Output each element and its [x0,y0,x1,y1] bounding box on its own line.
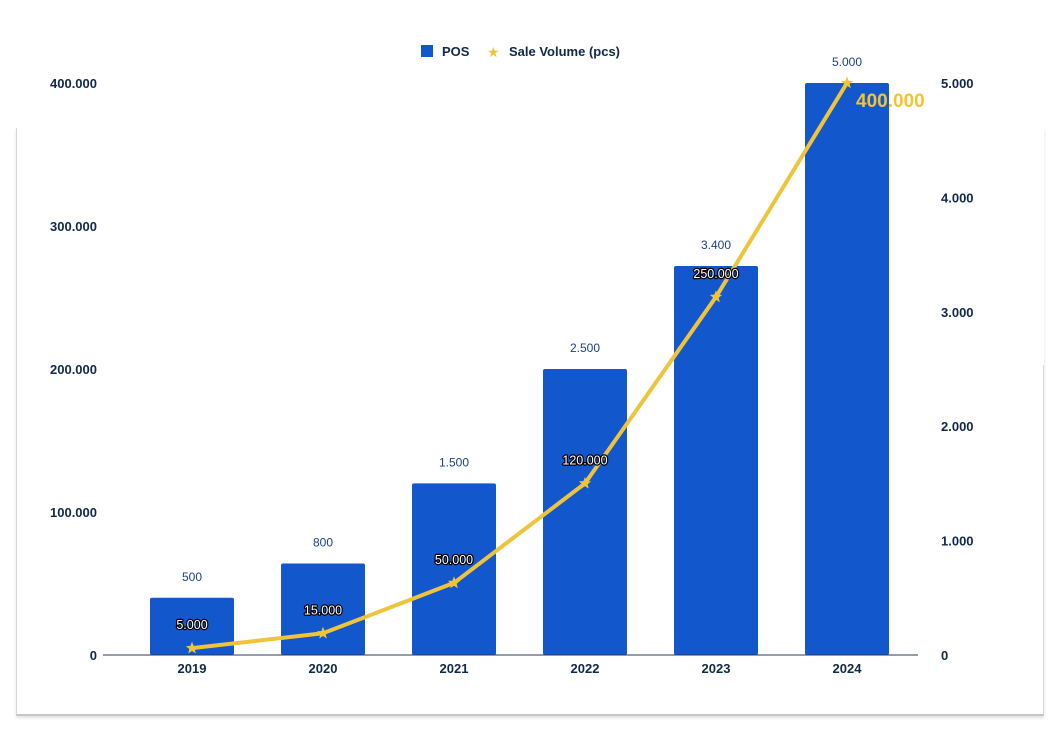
bar-2024 [805,83,889,655]
bar-2019 [150,597,234,655]
sale-volume-point-2021 [447,576,461,589]
bar-label-2024: 5.000 [832,55,862,69]
sale-volume-point-2024 [840,76,854,89]
y-right-tick-label: 2.000 [941,419,974,434]
y-left-tick-label: 400.000 [50,76,97,91]
y-left-tick-label: 100.000 [50,505,97,520]
bar-label-2019: 500 [182,570,202,584]
y-right-tick-label: 5.000 [941,76,974,91]
y-right-tick-label: 4.000 [941,190,974,205]
bar-2021 [412,483,496,655]
x-tick-label-2020: 2020 [309,661,338,676]
y-left-tick-label: 300.000 [50,219,97,234]
sale-volume-point-2019 [185,641,199,654]
bar-label-2021: 1.500 [439,455,469,469]
sale-volume-label-2021: 50.000 [435,553,473,567]
x-tick-label-2023: 2023 [702,661,731,676]
y-left-tick-label: 0 [90,648,97,663]
x-tick-label-2022: 2022 [571,661,600,676]
chart-frame [16,128,1044,716]
sale-volume-point-2022 [578,476,592,489]
sale-volume-label-2024: 400.000 [856,91,925,112]
x-tick-label-2019: 2019 [178,661,207,676]
chart-frame-edge [1043,365,1044,715]
x-tick-label-2021: 2021 [440,661,469,676]
legend: POS ★ Sale Volume (pcs) [421,44,620,60]
y-right-tick-label: 0 [941,648,948,663]
legend-label-pos: POS [442,44,470,59]
sale-volume-label-2022: 120.000 [562,453,607,467]
x-tick-label-2024: 2024 [833,661,863,676]
sale-volume-label-2023: 250.000 [693,267,738,281]
bar-label-2023: 3.400 [701,238,731,252]
sale-volume-point-2020 [316,626,330,639]
legend-swatch-pos [421,45,433,57]
legend-label-sale-volume: Sale Volume (pcs) [509,44,620,59]
bar-2023 [674,266,758,655]
bar-label-2020: 800 [313,535,333,549]
y-right-tick-label: 1.000 [941,534,974,549]
y-right-tick-label: 3.000 [941,305,974,320]
sale-volume-point-2023 [709,290,723,303]
sale-volume-line [190,81,849,651]
y-left-tick-label: 200.000 [50,362,97,377]
bar-2020 [281,563,365,655]
sale-volume-label-2019: 5.000 [176,618,207,632]
sale-volume-label-2020: 15.000 [304,603,342,617]
bar-label-2022: 2.500 [570,341,600,355]
bar-2022 [543,369,627,655]
legend-star-icon: ★ [487,44,500,60]
